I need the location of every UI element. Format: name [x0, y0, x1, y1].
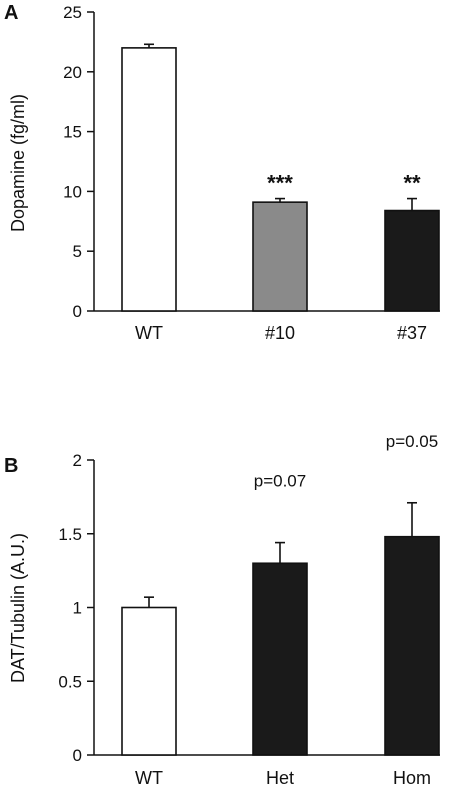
panel-a-label: A — [4, 2, 18, 24]
panel-b-y-tick-label: 0.5 — [58, 672, 82, 691]
panel-a-category-label: #10 — [265, 323, 295, 343]
panel-b-bar-hom — [384, 535, 440, 756]
panel-a-y-tick-label: 10 — [63, 182, 82, 201]
panel-a-y-tick-label: 20 — [63, 63, 82, 82]
panel-a-y-tick-label: 0 — [73, 302, 82, 321]
panel-b-category-label: WT — [135, 768, 163, 788]
panel-a-category-label: WT — [135, 323, 163, 343]
panel-a-bar-37 — [384, 209, 440, 312]
panel-b-significance-label: p=0.07 — [254, 472, 306, 491]
panel-b-y-tick-label: 1.5 — [58, 525, 82, 544]
panel-b-chart: B DAT/Tubulin (A.U.) 0 0.5 1 1.5 2 p=0.07 p=0… — [4, 432, 440, 788]
panel-a-y-tick-label: 25 — [63, 3, 82, 22]
panel-a-y-tick-label: 15 — [63, 123, 82, 142]
panel-b-significance-label: p=0.05 — [386, 432, 438, 451]
panel-a-bar-wt — [121, 47, 177, 312]
panel-a-y-axis-label: Dopamine (fg/ml) — [8, 94, 28, 232]
panel-b-y-tick-label: 1 — [73, 599, 82, 618]
panel-b-label: B — [4, 455, 18, 477]
panel-a-bar-10 — [252, 201, 308, 312]
panel-a-significance-label: *** — [267, 171, 293, 196]
panel-b-category-label: Het — [266, 768, 294, 788]
panel-b-category-label: Hom — [393, 768, 431, 788]
panel-b-bar-het — [252, 562, 308, 756]
panel-a-significance-label: ** — [403, 171, 421, 196]
panel-a-y-tick-label: 5 — [73, 242, 82, 261]
panel-b-y-axis-label: DAT/Tubulin (A.U.) — [8, 533, 28, 683]
panel-b-y-tick-label: 2 — [73, 451, 82, 470]
panel-a-category-label: #37 — [397, 323, 427, 343]
panel-b-y-tick-label: 0 — [73, 746, 82, 765]
panel-b-bar-wt — [121, 606, 177, 756]
